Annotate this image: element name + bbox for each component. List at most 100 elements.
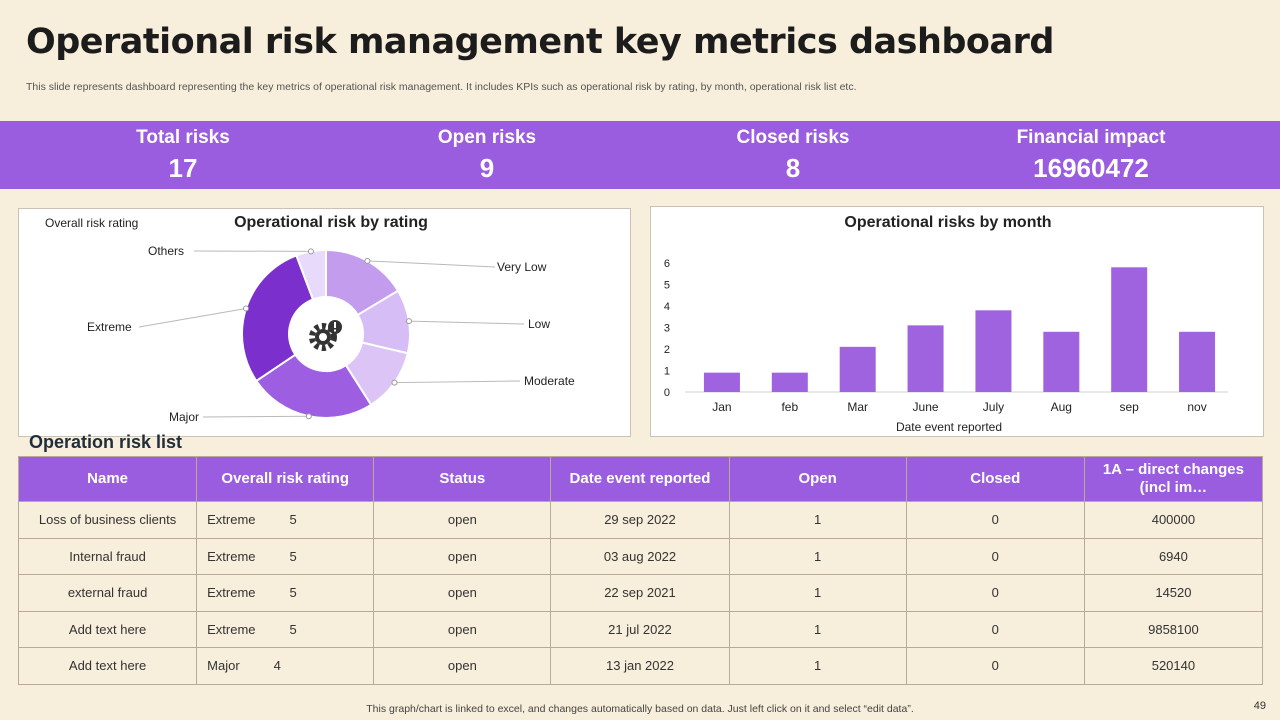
cell-open: 1 [728,647,907,685]
rating-donut-chart[interactable]: Overall risk rating Operational risk by … [19,209,630,436]
table-header-row: Name Overall risk rating Status Date eve… [17,456,1264,502]
month-chart-panel[interactable]: Operational risks by month 0 1 2 3 4 5 6 Jan fe… [650,206,1264,437]
cell-name: Loss of business clients [17,501,198,539]
cell-impact: 14520 [1083,574,1264,612]
col-header-open[interactable]: Open [728,456,907,502]
y-tick-label: 0 [664,387,670,399]
table-row[interactable]: external fraud Extreme 5 open 22 sep 2021… [17,574,1264,612]
kpi-value: 8 [785,153,801,183]
rating-label: Major [207,658,240,674]
cell-open: 1 [728,501,907,539]
bar-feb[interactable] [771,372,808,392]
kpi-label: Closed risks [736,127,850,148]
table-row[interactable]: Internal fraud Extreme 5 open 03 aug 2022… [17,537,1264,575]
cell-open: 1 [728,537,907,575]
col-header-name[interactable]: Name [17,456,198,502]
x-tick-label-nov: nov [1187,400,1206,414]
x-axis-label: Date event reported [896,420,1002,434]
table-row[interactable]: Add text here Major 4 open 13 jan 2022 1 … [17,647,1264,685]
donut-legend-title: Overall risk rating [45,216,138,230]
leader-line-moderate [394,380,521,384]
kpi-band: Total risks 17 Open risks 9 Closed risks… [0,121,1280,189]
cell-status: open [373,610,552,648]
rating-number: 5 [289,585,297,601]
rating-number: 5 [289,548,297,564]
cell-rating: Extreme 5 [196,537,375,575]
cell-impact: 520140 [1083,647,1264,685]
cell-name: external fraud [17,574,198,612]
bar-sep[interactable] [1111,267,1148,392]
bar-july[interactable] [975,310,1012,392]
rating-number: 5 [289,512,297,528]
col-header-rating[interactable]: Overall risk rating [196,456,375,502]
y-tick-label: 1 [664,366,670,378]
bar-june[interactable] [907,325,944,392]
page-title: Operational risk management key metrics … [26,22,1054,62]
kpi-open-risks: Open risks 9 [387,121,587,184]
cell-date: 13 jan 2022 [550,647,730,685]
cell-status: open [373,537,552,575]
rating-label: Extreme [207,548,256,564]
kpi-financial-impact: Financial impact 16960472 [991,121,1191,184]
table-row[interactable]: Loss of business clients Extreme 5 open 2… [17,501,1264,539]
page-number: 49 [1253,700,1266,712]
cell-date: 22 sep 2021 [550,574,730,612]
bar-jan[interactable] [703,372,740,392]
leader-line-extreme [138,307,247,328]
bar-nov[interactable] [1179,331,1216,392]
x-tick-label-july: July [983,400,1004,414]
col-header-closed[interactable]: Closed [905,456,1085,502]
cell-name: Add text here [17,610,198,648]
footer-note: This graph/chart is linked to excel, and… [366,703,914,715]
cell-date: 03 aug 2022 [550,537,730,575]
month-bar-chart[interactable]: Operational risks by month 0 1 2 3 4 5 6 Jan fe… [651,207,1263,436]
kpi-label: Open risks [437,127,537,148]
y-tick-label: 3 [664,323,670,335]
x-tick-label-mar: Mar [847,400,868,414]
bar-mar[interactable] [839,346,876,392]
rating-chart-panel[interactable]: Overall risk rating Operational risk by … [18,208,631,437]
col-header-impact[interactable]: 1A – direct changes (incl im… [1083,456,1264,502]
cell-closed: 0 [905,574,1085,612]
cell-rating: Major 4 [196,647,375,685]
kpi-value: 9 [479,153,495,183]
cell-rating: Extreme 5 [196,501,375,539]
leader-dot-extreme [242,305,249,312]
kpi-value: 17 [168,153,198,183]
col-header-status[interactable]: Status [373,456,552,502]
kpi-total-risks: Total risks 17 [83,121,283,184]
y-tick-label: 2 [664,344,670,356]
x-tick-label-sep: sep [1120,400,1140,414]
cell-rating: Extreme 5 [196,610,375,648]
x-tick-label-feb: feb [781,400,798,414]
cell-date: 21 jul 2022 [550,610,730,648]
cell-open: 1 [728,610,907,648]
pie-label-others: Others [148,244,184,258]
cell-rating: Extreme 5 [196,574,375,612]
cell-status: open [373,647,552,685]
kpi-label: Financial impact [1016,127,1166,148]
pie-label-very-low: Very Low [497,260,547,274]
rating-label: Extreme [207,512,256,528]
cell-closed: 0 [905,501,1085,539]
pie-label-major: Major [169,410,199,424]
cell-open: 1 [728,574,907,612]
table-row[interactable]: Add text here Extreme 5 open 21 jul 2022 … [17,610,1264,648]
kpi-label: Total risks [136,127,230,148]
x-tick-label-june: June [913,400,939,414]
cell-closed: 0 [905,647,1085,685]
leader-dot-moderate [391,379,398,386]
bar-aug[interactable] [1043,331,1080,392]
leader-dot-low [405,318,412,325]
leader-dot-very-low [364,257,371,264]
rating-label: Extreme [207,621,256,637]
kpi-closed-risks: Closed risks 8 [693,121,893,184]
cell-name: Add text here [17,647,198,685]
leader-line-low [408,320,525,325]
col-header-date[interactable]: Date event reported [550,456,730,502]
kpi-value: 16960472 [1033,153,1149,183]
risk-list-title: Operation risk list [29,432,183,452]
rating-number: 4 [273,658,281,674]
y-tick-label: 5 [664,280,670,292]
cell-date: 29 sep 2022 [550,501,730,539]
